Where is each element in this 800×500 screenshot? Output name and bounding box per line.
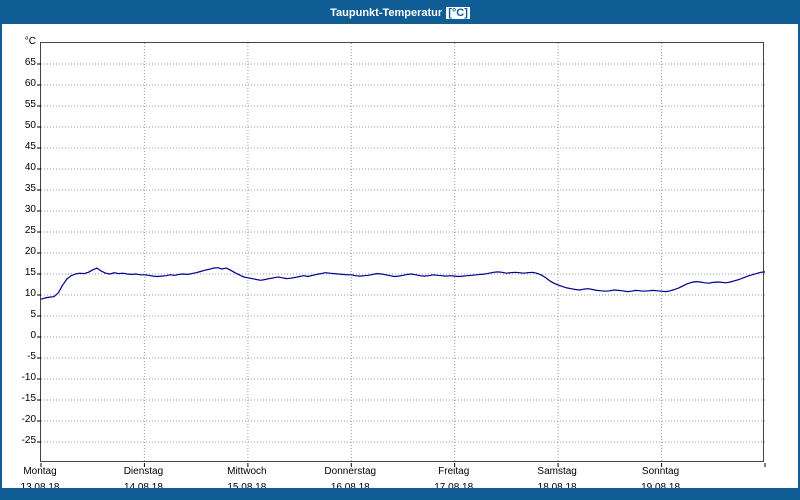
x-day-label: Dienstag bbox=[123, 466, 164, 477]
x-date-label: 18.08.18 bbox=[512, 482, 602, 494]
x-day-label: Freitag bbox=[438, 466, 470, 477]
x-date-label: 16.08.18 bbox=[305, 482, 395, 494]
x-date-label: 17.08.18 bbox=[409, 482, 499, 494]
y-tick-label: 65 bbox=[24, 57, 36, 68]
x-day-label: Mittwoch bbox=[227, 466, 267, 477]
x-day-label: Donnerstag bbox=[324, 466, 377, 477]
y-tick-label: 35 bbox=[24, 183, 36, 194]
title-bar: Taupunkt-Temperatur [°C] bbox=[2, 2, 798, 24]
y-tick-label: -15 bbox=[21, 393, 36, 404]
y-tick-label: 20 bbox=[24, 246, 36, 257]
y-tick-label: -10 bbox=[21, 372, 36, 383]
y-tick-label: 10 bbox=[24, 288, 36, 299]
x-date-label: 15.08.18 bbox=[202, 482, 292, 494]
x-date-label: 13.08.18 bbox=[2, 482, 85, 494]
y-tick-label: 25 bbox=[24, 225, 36, 236]
y-tick-label: 5 bbox=[30, 309, 36, 320]
title-unit-badge: [°C] bbox=[446, 7, 470, 19]
y-tick-label: -5 bbox=[27, 351, 36, 362]
y-tick-label: 55 bbox=[24, 99, 36, 110]
y-axis-unit-label: °C bbox=[24, 36, 36, 47]
y-tick-label: -20 bbox=[21, 414, 36, 425]
y-tick-label: -25 bbox=[21, 435, 36, 446]
y-tick-label: 15 bbox=[24, 267, 36, 278]
y-tick-label: 30 bbox=[24, 204, 36, 215]
y-tick-label: 40 bbox=[24, 162, 36, 173]
x-date-label: 14.08.18 bbox=[98, 482, 188, 494]
x-day-label: Montag bbox=[23, 466, 57, 477]
page-title: Taupunkt-Temperatur bbox=[330, 7, 443, 19]
y-tick-label: 45 bbox=[24, 141, 36, 152]
chart-svg bbox=[37, 43, 766, 467]
x-day-label: Samstag bbox=[537, 466, 577, 477]
chart-plot-area bbox=[37, 42, 766, 467]
y-tick-label: 0 bbox=[30, 330, 36, 341]
x-date-label: 19.08.18 bbox=[616, 482, 706, 494]
status-bar bbox=[2, 488, 798, 498]
x-day-label: Sonntag bbox=[641, 466, 680, 477]
y-tick-label: 50 bbox=[24, 120, 36, 131]
y-tick-label: 60 bbox=[24, 78, 36, 89]
